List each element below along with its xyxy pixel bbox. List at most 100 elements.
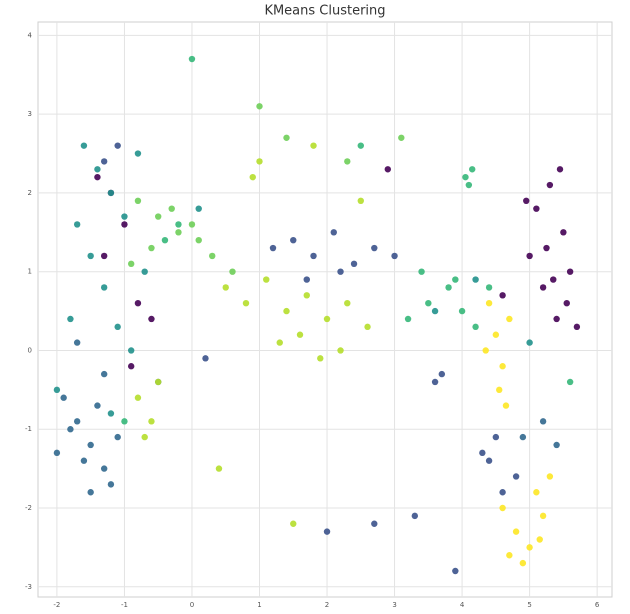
point (242, 299, 250, 307)
point (276, 339, 283, 346)
point (296, 331, 304, 338)
point (556, 166, 564, 173)
point (512, 528, 520, 535)
point (127, 363, 135, 370)
point (114, 323, 121, 331)
y-tick-label: -2 (25, 504, 32, 512)
point (337, 268, 344, 275)
point (573, 323, 581, 331)
point (539, 418, 547, 425)
point (391, 252, 398, 260)
point (533, 205, 540, 212)
y-tick-label: -3 (25, 583, 32, 591)
point (431, 307, 439, 315)
point (563, 299, 570, 307)
point (148, 418, 155, 425)
point (263, 276, 270, 283)
point (175, 229, 182, 236)
point (560, 229, 567, 236)
point (539, 284, 547, 291)
point (67, 315, 74, 323)
point (202, 355, 209, 362)
point (141, 268, 148, 275)
point (94, 166, 101, 173)
point (519, 433, 527, 441)
point (492, 331, 500, 338)
point (337, 347, 344, 354)
point (526, 544, 533, 551)
point (80, 142, 88, 149)
x-tick-label: 6 (595, 601, 600, 609)
x-tick-label: 0 (190, 601, 194, 609)
point (485, 457, 493, 464)
point (519, 559, 527, 567)
point (168, 205, 175, 212)
point (482, 347, 489, 354)
y-tick-label: 0 (28, 346, 32, 354)
point (134, 197, 142, 205)
point (269, 244, 277, 252)
point (404, 315, 412, 323)
point (53, 449, 61, 457)
point (127, 347, 135, 354)
point (344, 158, 351, 165)
point (539, 512, 547, 520)
point (323, 315, 331, 323)
point (60, 394, 67, 401)
point (310, 252, 317, 260)
point (546, 473, 554, 480)
point (479, 449, 486, 457)
point (566, 378, 574, 386)
point (546, 181, 554, 189)
point (364, 323, 371, 331)
point (94, 173, 101, 181)
point (452, 276, 459, 283)
point (438, 370, 446, 378)
point (256, 158, 263, 165)
point (523, 197, 530, 205)
point (550, 276, 557, 283)
point (566, 268, 574, 275)
point (323, 528, 331, 535)
point (499, 292, 506, 299)
point (371, 520, 378, 527)
point (107, 410, 115, 417)
point (543, 244, 550, 252)
point (465, 181, 473, 189)
point (526, 339, 533, 346)
point (350, 260, 358, 268)
point (215, 465, 223, 472)
point (161, 236, 169, 244)
y-tick-label: -1 (25, 425, 32, 433)
x-tick-label: 5 (527, 601, 531, 609)
point (107, 189, 115, 197)
point (114, 433, 121, 441)
y-tick-label: 1 (28, 268, 32, 276)
y-tick-label: 3 (28, 110, 32, 118)
point (499, 363, 506, 370)
point (87, 252, 94, 260)
point (344, 299, 351, 307)
point (80, 457, 88, 464)
point (283, 134, 290, 141)
point (127, 260, 135, 268)
point (506, 315, 513, 323)
x-tick-label: 1 (257, 601, 261, 609)
point (536, 536, 543, 543)
x-tick-label: -1 (121, 601, 128, 609)
point (175, 221, 182, 228)
point (283, 307, 290, 315)
point (512, 473, 520, 480)
point (209, 252, 216, 260)
point (303, 276, 310, 283)
point (502, 402, 510, 409)
point (100, 370, 108, 378)
point (499, 504, 506, 512)
point (330, 229, 337, 236)
y-tick-label: 4 (28, 31, 33, 39)
point (499, 489, 506, 496)
point (67, 426, 74, 433)
point (121, 213, 128, 220)
point (134, 150, 142, 157)
point (411, 512, 419, 520)
